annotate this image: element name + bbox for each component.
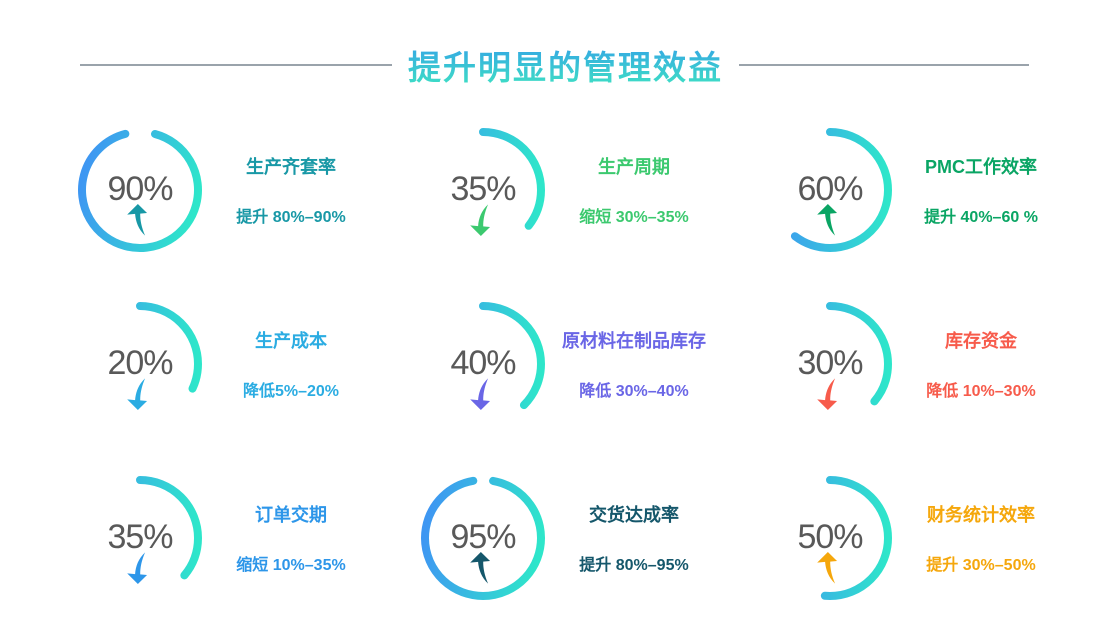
metric-card-material-wip-inventory: 40% 原材料在制品库存 降低 30%–40% (419, 300, 749, 460)
metric-card-delivery-achievement: 95% 交货达成率 提升 80%–95% (419, 474, 749, 623)
trend-down-arrow-icon (127, 378, 148, 410)
metric-label: 生产周期 (598, 157, 670, 177)
metric-range: 提升 40%–60 % (924, 209, 1038, 226)
title-divider-right (739, 64, 1029, 66)
trend-down-arrow-icon (470, 204, 491, 236)
trend-down-arrow-icon (127, 552, 148, 584)
trend-up-arrow-icon (817, 204, 838, 236)
percent-value: 40% (450, 344, 516, 382)
gauge: 60% (766, 126, 894, 254)
gauge: 30% (766, 300, 894, 428)
metric-text: 生产周期 缩短 30%–35% (539, 156, 729, 227)
gauge: 40% (419, 300, 547, 428)
gauge: 95% (419, 474, 547, 602)
metric-label: 生产齐套率 (246, 157, 336, 177)
progress-ring (768, 476, 892, 600)
metric-text: 订单交期 缩短 10%–35% (196, 504, 386, 575)
metric-text: 生产成本 降低5%–20% (196, 330, 386, 401)
metric-card-pmc-efficiency: 60% PMC工作效率 提升 40%–60 % (766, 126, 1096, 286)
gauge: 50% (766, 474, 894, 602)
metric-range: 降低 30%–40% (579, 383, 689, 400)
metric-label: 订单交期 (255, 505, 327, 525)
metric-range: 缩短 10%–35% (236, 557, 346, 574)
metric-label: 库存资金 (945, 331, 1017, 351)
metric-label: 生产成本 (255, 331, 327, 351)
metric-card-order-leadtime: 35% 订单交期 缩短 10%–35% (76, 474, 406, 623)
gauge: 20% (76, 300, 204, 428)
percent-value: 35% (107, 518, 173, 556)
percent-value: 50% (797, 518, 863, 556)
metric-text: 库存资金 降低 10%–30% (886, 330, 1076, 401)
progress-ring (78, 302, 202, 426)
progress-ring (78, 476, 202, 600)
percent-value: 30% (797, 344, 863, 382)
gauge: 35% (419, 126, 547, 254)
trend-up-arrow-icon (470, 552, 491, 584)
progress-ring (768, 128, 892, 252)
percent-value: 20% (107, 344, 173, 382)
trend-up-arrow-icon (817, 552, 838, 584)
metric-range: 降低5%–20% (242, 383, 340, 400)
metric-label: 财务统计效率 (927, 505, 1035, 525)
metric-range: 降低 10%–30% (926, 383, 1036, 400)
metric-card-production-cycle: 35% 生产周期 缩短 30%–35% (419, 126, 749, 286)
metric-text: 原材料在制品库存 降低 30%–40% (539, 330, 729, 401)
progress-ring (421, 302, 545, 426)
percent-value: 60% (797, 170, 863, 208)
metric-label: 交货达成率 (589, 505, 679, 525)
percent-value: 35% (450, 170, 516, 208)
metric-card-inventory-capital: 30% 库存资金 降低 10%–30% (766, 300, 1096, 460)
metric-label: PMC工作效率 (925, 157, 1037, 177)
trend-up-arrow-icon (127, 204, 148, 236)
metric-range: 提升 80%–90% (236, 209, 346, 226)
metric-card-production-cost: 20% 生产成本 降低5%–20% (76, 300, 406, 460)
gauge: 35% (76, 474, 204, 602)
metric-range: 提升 30%–50% (926, 557, 1036, 574)
title-divider-left (80, 64, 392, 66)
progress-ring (421, 128, 545, 252)
metric-text: 生产齐套率 提升 80%–90% (196, 156, 386, 227)
metric-card-production-kitting: 90% 生产齐套率 提升 80%–90% (76, 126, 406, 286)
page-title: 提升明显的管理效益 (408, 41, 723, 89)
gauge: 90% (76, 126, 204, 254)
metric-range: 缩短 30%–35% (579, 209, 689, 226)
trend-down-arrow-icon (470, 378, 491, 410)
metric-range: 提升 80%–95% (579, 557, 689, 574)
metric-text: PMC工作效率 提升 40%–60 % (886, 156, 1076, 227)
trend-down-arrow-icon (817, 378, 838, 410)
metric-card-finance-statistics: 50% 财务统计效率 提升 30%–50% (766, 474, 1096, 623)
percent-value: 90% (107, 170, 173, 208)
progress-ring (768, 302, 892, 426)
percent-value: 95% (450, 518, 516, 556)
progress-ring (421, 476, 545, 600)
metric-text: 财务统计效率 提升 30%–50% (886, 504, 1076, 575)
metric-text: 交货达成率 提升 80%–95% (539, 504, 729, 575)
metric-label: 原材料在制品库存 (562, 331, 706, 351)
progress-ring (78, 128, 202, 252)
title-bar: 提升明显的管理效益 (0, 40, 1109, 90)
